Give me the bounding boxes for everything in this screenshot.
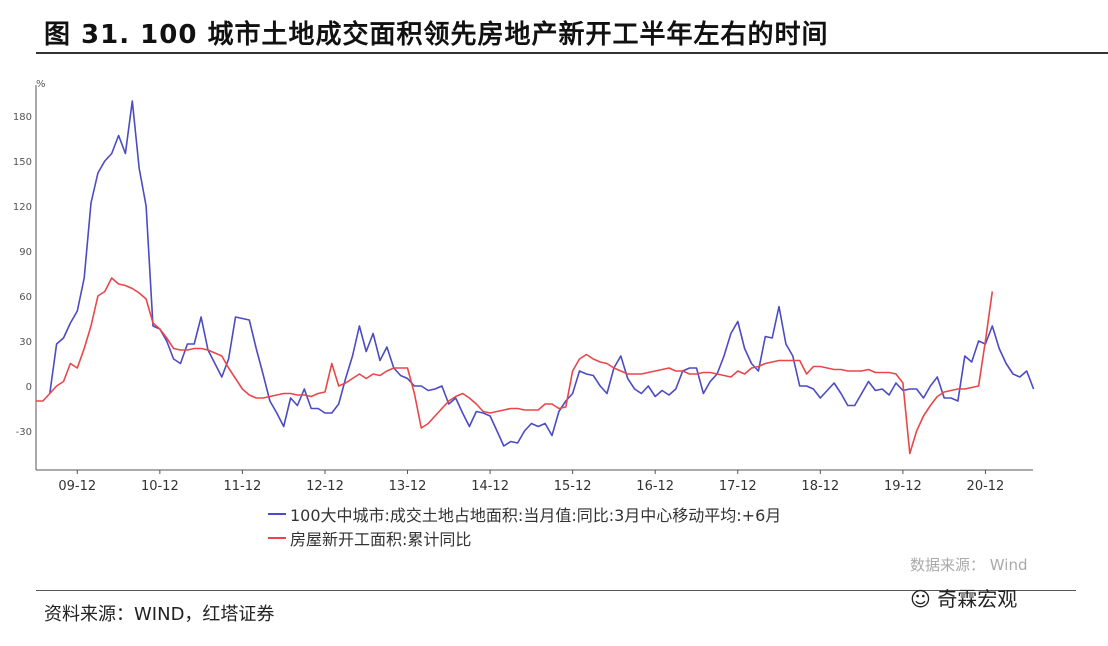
x-tick-label: 12-12 bbox=[306, 479, 344, 494]
x-tick-label: 19-12 bbox=[884, 479, 922, 494]
series-line-land-area bbox=[49, 100, 1035, 447]
x-tick-label: 16-12 bbox=[636, 479, 674, 494]
x-tick-label: 10-12 bbox=[141, 479, 179, 494]
source-note: 资料来源：WIND，红塔证券 bbox=[44, 604, 275, 625]
watermark-brand: ☺ 奇霖宏观 bbox=[910, 587, 1018, 611]
title-divider bbox=[36, 52, 1108, 54]
series-line-new-starts bbox=[36, 277, 994, 455]
y-tick-label: 90 bbox=[19, 247, 32, 258]
y-tick-label: 0 bbox=[26, 382, 32, 393]
x-tick-label: 09-12 bbox=[58, 479, 96, 494]
y-axis-unit: % bbox=[36, 79, 46, 90]
x-tick-label: 11-12 bbox=[224, 479, 262, 494]
legend-swatch-blue bbox=[268, 513, 286, 515]
x-tick-label: 13-12 bbox=[389, 479, 427, 494]
x-tick-label: 18-12 bbox=[801, 479, 839, 494]
y-tick-label: 120 bbox=[13, 202, 32, 213]
chart-title: 图 31. 100 城市土地成交面积领先房地产新开工半年左右的时间 bbox=[44, 20, 829, 50]
y-tick-label: 150 bbox=[13, 157, 32, 168]
x-tick-label: 20-12 bbox=[967, 479, 1005, 494]
legend-item-land: 100大中城市:成交土地占地面积:当月值:同比:3月中心移动平均:+6月 bbox=[268, 502, 781, 526]
legend: 100大中城市:成交土地占地面积:当月值:同比:3月中心移动平均:+6月 房屋新… bbox=[268, 502, 781, 550]
x-tick-label: 15-12 bbox=[554, 479, 592, 494]
y-tick-label: 30 bbox=[19, 337, 32, 348]
footer-divider bbox=[36, 590, 1076, 591]
y-tick-label: 60 bbox=[19, 292, 32, 303]
wechat-icon: ☺ bbox=[910, 587, 938, 611]
legend-swatch-red bbox=[268, 537, 286, 539]
y-tick-label: -30 bbox=[16, 427, 32, 438]
legend-label: 100大中城市:成交土地占地面积:当月值:同比:3月中心移动平均:+6月 bbox=[290, 506, 782, 525]
watermark-source: 数据来源： Wind bbox=[910, 556, 1028, 574]
x-tick-label: 14-12 bbox=[471, 479, 509, 494]
y-tick-label: 180 bbox=[13, 112, 32, 123]
legend-item-starts: 房屋新开工面积:累计同比 bbox=[268, 526, 781, 550]
x-tick-label: 17-12 bbox=[719, 479, 757, 494]
legend-label: 房屋新开工面积:累计同比 bbox=[290, 530, 472, 549]
